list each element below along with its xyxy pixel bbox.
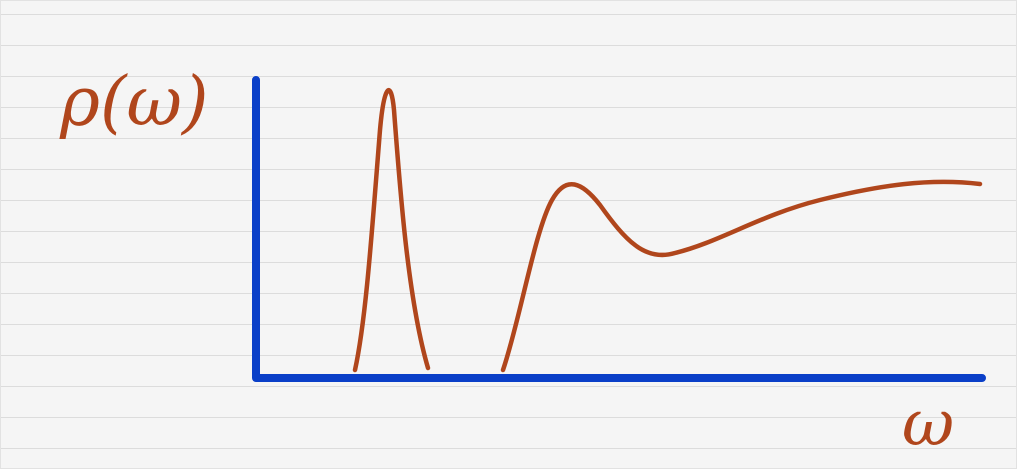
- x-axis-label: ω: [902, 387, 954, 461]
- sketch: ρ(ω) ω: [0, 0, 1017, 469]
- page: {"y_label": "ρ(ω)", "x_label": "ω"} ρ(ω)…: [0, 0, 1017, 469]
- y-axis-label: ρ(ω): [59, 63, 208, 142]
